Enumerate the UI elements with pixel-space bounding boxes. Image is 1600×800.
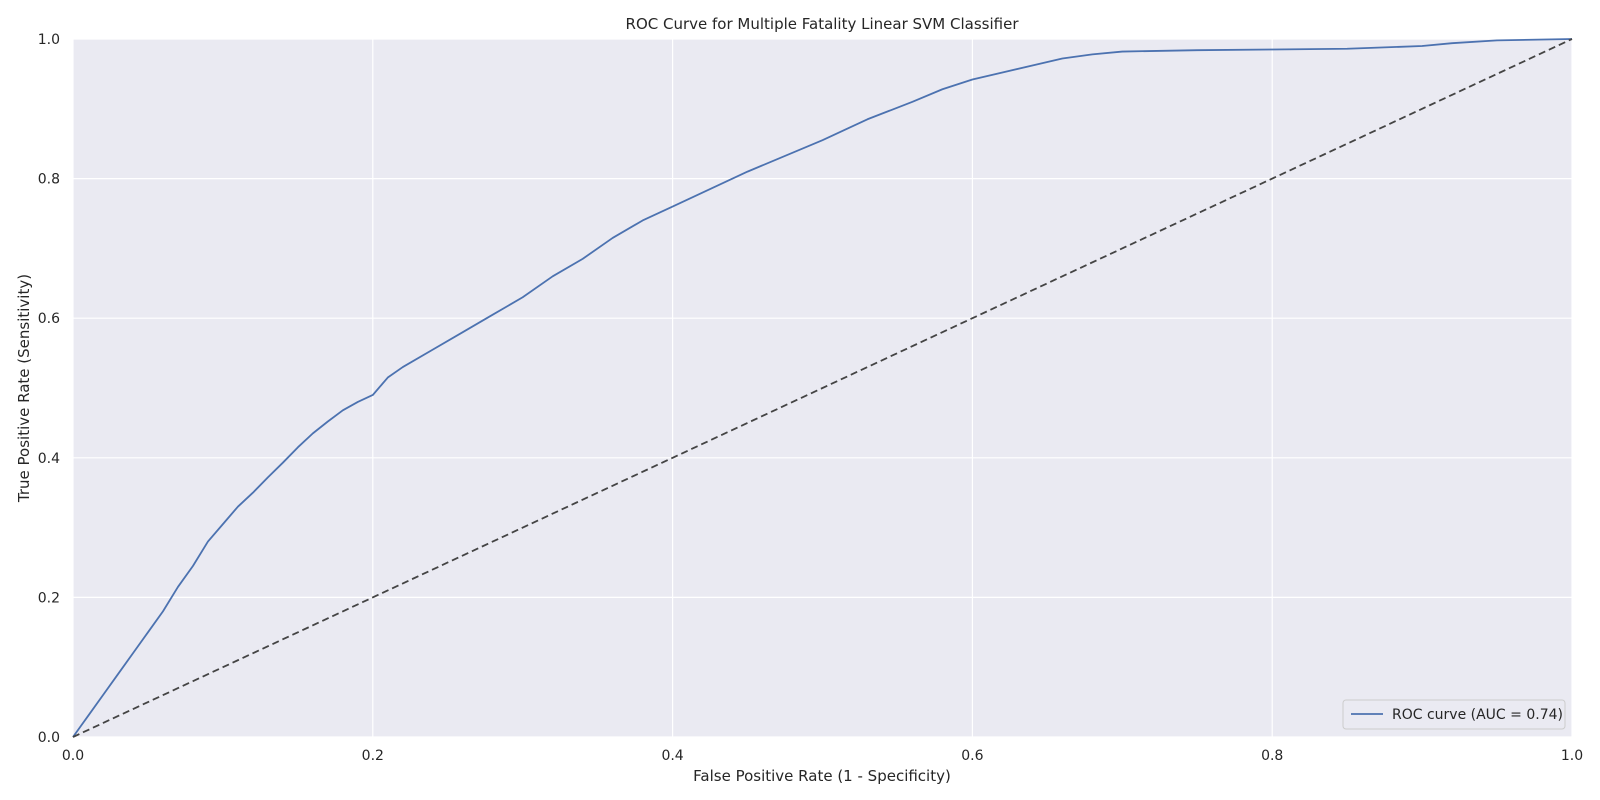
- x-tick-label: 0.4: [661, 748, 683, 764]
- x-axis-label: False Positive Rate (1 - Specificity): [693, 767, 951, 785]
- grid-lines: [72, 38, 1573, 738]
- series-layer: [72, 38, 1573, 738]
- x-tick-labels: 0.0 0.2 0.4 0.6 0.8 1.0: [62, 748, 1583, 764]
- x-tick-label: 0.8: [1261, 748, 1283, 764]
- x-tick-label: 0.2: [362, 748, 384, 764]
- chance-diagonal-line: [72, 38, 1573, 738]
- chart-title: ROC Curve for Multiple Fatality Linear S…: [626, 15, 1020, 33]
- x-tick-label: 1.0: [1561, 748, 1583, 764]
- roc-curve-line: [72, 38, 1573, 738]
- legend-label-roc: ROC curve (AUC = 0.74): [1392, 707, 1563, 723]
- y-tick-label: 0.0: [38, 730, 60, 746]
- y-tick-label: 0.6: [38, 311, 60, 327]
- y-tick-label: 1.0: [38, 32, 60, 48]
- x-tick-label: 0.0: [62, 748, 84, 764]
- y-tick-label: 0.2: [38, 590, 60, 606]
- y-tick-labels: 0.0 0.2 0.4 0.6 0.8 1.0: [38, 32, 60, 746]
- legend: ROC curve (AUC = 0.74): [1342, 699, 1566, 730]
- x-tick-label: 0.6: [961, 748, 983, 764]
- y-axis-label: True Positive Rate (Sensitivity): [15, 274, 33, 503]
- y-tick-label: 0.4: [38, 451, 60, 467]
- y-tick-label: 0.8: [38, 172, 60, 188]
- legend-box: [1342, 699, 1566, 730]
